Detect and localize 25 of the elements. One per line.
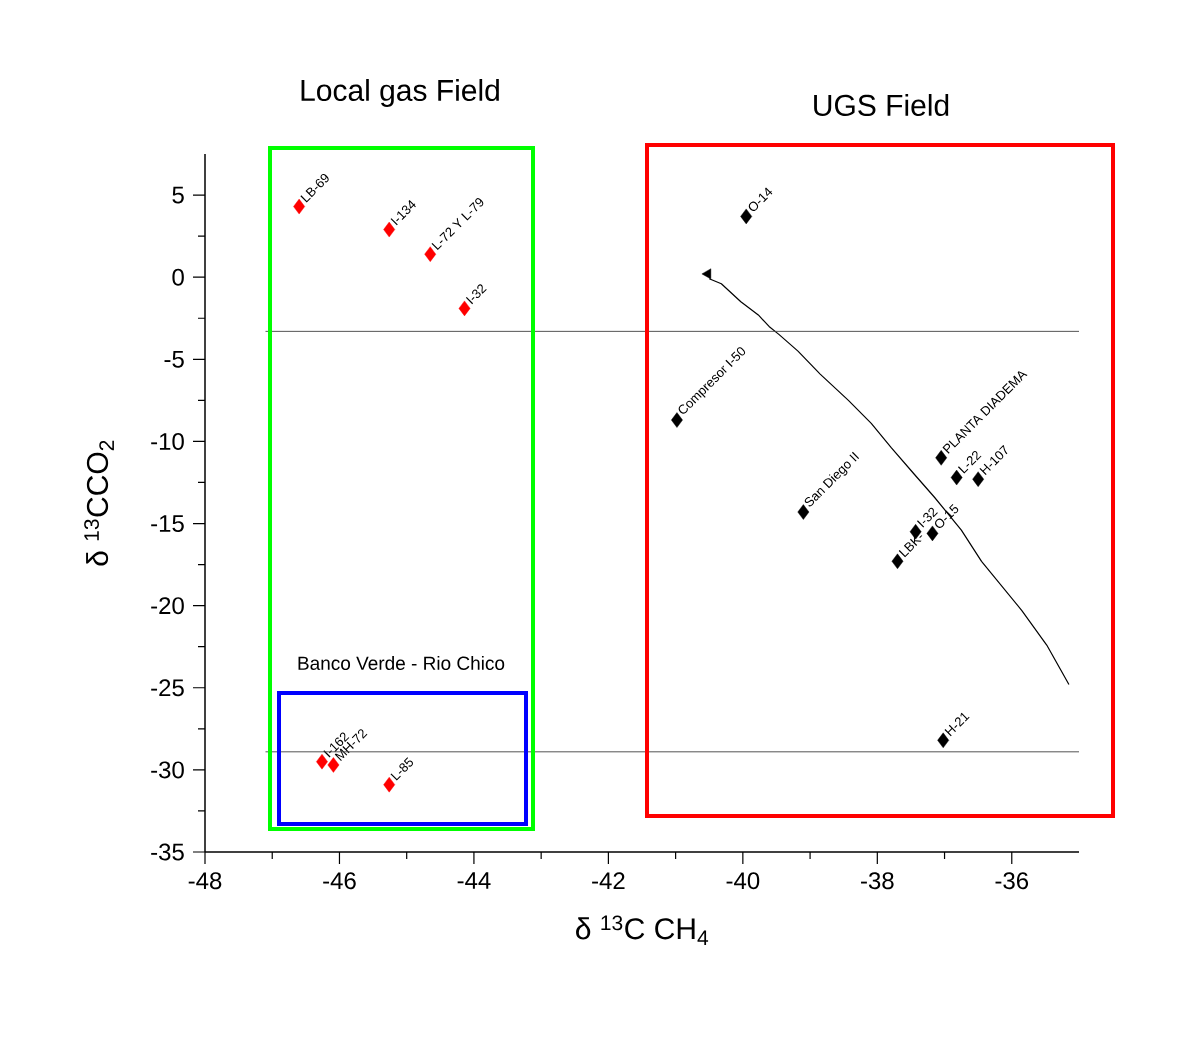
- y-tick-label: -30: [151, 761, 184, 779]
- x-tick-label: -48: [188, 872, 222, 890]
- annotation: Banco Verde - Rio Chico: [298, 656, 505, 670]
- x-tick-label: -36: [995, 872, 1029, 890]
- y-tick-label: 5: [172, 186, 184, 204]
- y-tick-label: -15: [151, 515, 184, 532]
- x-tick-label: -38: [861, 872, 894, 890]
- y-tick-label: 0: [172, 268, 184, 286]
- x-axis-title: δ $^{13}$C CH$_{4}$: [576, 915, 709, 945]
- point: [671, 412, 683, 428]
- y-tick-label: -5: [164, 350, 184, 368]
- point: [701, 268, 712, 280]
- x-tick-label: -46: [323, 872, 356, 890]
- text: Local gas Field: [301, 79, 499, 107]
- data-label: I-32: [465, 284, 487, 305]
- y-tick-label: -35: [151, 843, 184, 861]
- x-tick-label: -42: [592, 872, 625, 889]
- y-tick-label: -20: [151, 597, 184, 615]
- y-tick-label: -25: [151, 679, 184, 697]
- y-tick-label: -10: [151, 432, 184, 450]
- x-tick-label: -44: [457, 872, 491, 889]
- data-label: LBK-: [898, 534, 923, 558]
- y-axis-title: δ $^{13}$CCO$_{2}$: [84, 440, 114, 566]
- x-tick-label: -40: [726, 872, 760, 890]
- text: UGS Field: [814, 93, 949, 117]
